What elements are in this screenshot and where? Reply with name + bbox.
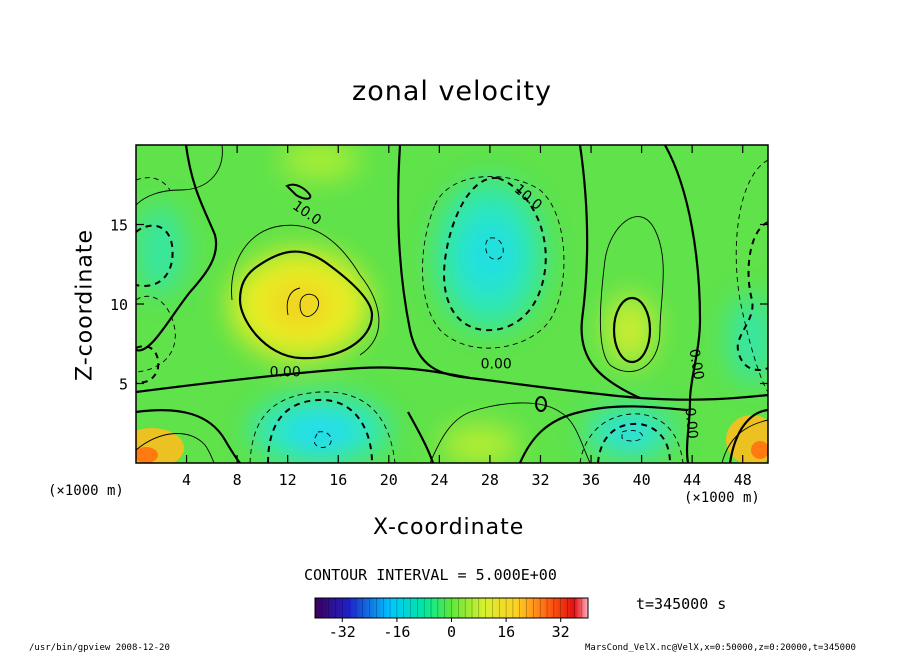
contour-lines xyxy=(136,145,768,463)
contour-label: 0.00 xyxy=(270,364,301,380)
colorbar-tick-label: -16 xyxy=(383,623,410,641)
colorbar-tick-label: -32 xyxy=(329,623,356,641)
colorbar-tick-label: 32 xyxy=(552,623,570,641)
time-label: t=345000 s xyxy=(636,595,727,613)
y-tick-label: 10 xyxy=(110,296,128,314)
y-tick-label: 5 xyxy=(119,376,128,394)
colorbar-ticks: -32 -16 0 16 32 xyxy=(329,618,570,641)
contour-labels: 10.0 10.00.00 0.00 0.000.00 xyxy=(270,181,707,439)
x-tick-label: 12 xyxy=(279,471,297,489)
velocity-field xyxy=(136,145,768,463)
x-unit-label: (×1000 m) xyxy=(684,490,760,506)
x-tick-label: 28 xyxy=(481,471,499,489)
x-tick-label: 48 xyxy=(734,471,752,489)
footer-source: MarsCond_VelX.nc@VelX,x=0:50000,z=0:2000… xyxy=(585,643,856,653)
x-tick-label: 4 xyxy=(182,471,191,489)
x-tick-label: 20 xyxy=(380,471,398,489)
colorbar-tick-label: 0 xyxy=(447,623,456,641)
contour-interval-text: CONTOUR INTERVAL = 5.000E+00 xyxy=(304,566,557,584)
x-tick-label: 36 xyxy=(582,471,600,489)
footer-program-date: /usr/bin/gpview 2008-12-20 xyxy=(29,643,170,653)
y-tick-label: 15 xyxy=(110,217,128,235)
x-axis-ticks: 4 8 12 16 20 24 28 32 36 40 44 48 xyxy=(182,145,752,489)
colorbar-tick-label: 16 xyxy=(497,623,515,641)
x-axis-label: X-coordinate xyxy=(373,515,525,540)
y-unit-label: (×1000 m) xyxy=(48,483,124,499)
x-tick-label: 16 xyxy=(329,471,347,489)
contour-label: 0.00 xyxy=(685,348,706,381)
y-axis-label: Z-coordinate xyxy=(72,229,98,381)
x-tick-label: 24 xyxy=(430,471,448,489)
x-tick-label: 32 xyxy=(531,471,549,489)
contour-label: 0.00 xyxy=(682,407,701,439)
x-tick-label: 40 xyxy=(633,471,651,489)
x-tick-label: 8 xyxy=(233,471,242,489)
x-tick-label: 44 xyxy=(683,471,701,489)
chart-title: zonal velocity xyxy=(352,76,552,107)
y-axis-ticks: 5 10 15 xyxy=(110,217,768,394)
contour-label: 0.00 xyxy=(481,356,512,372)
colorbar-divisions xyxy=(321,598,582,618)
